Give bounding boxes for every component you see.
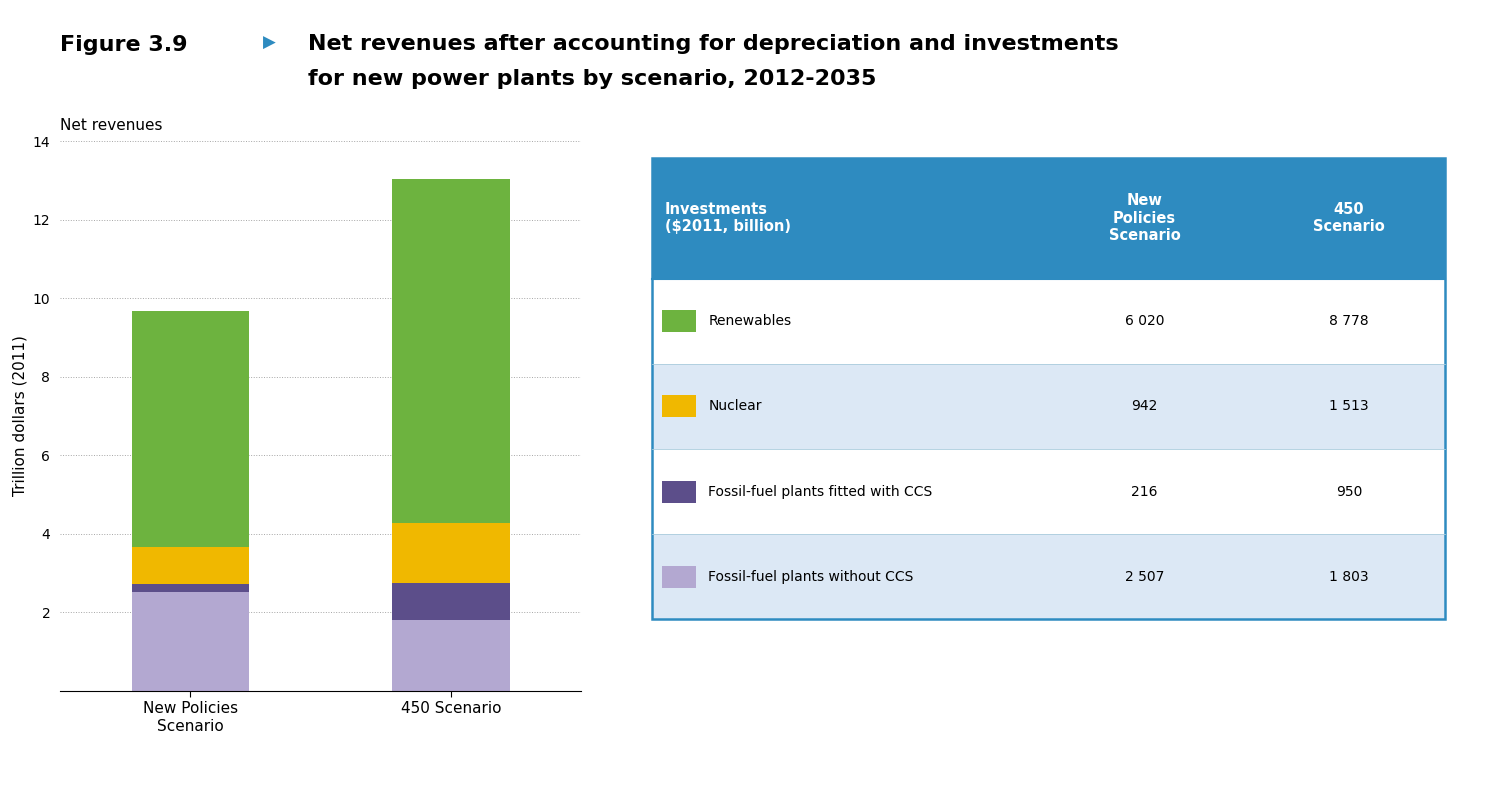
Text: 8 778: 8 778 xyxy=(1329,314,1370,328)
Text: 1 513: 1 513 xyxy=(1329,400,1370,414)
Text: Figure 3.9: Figure 3.9 xyxy=(60,35,188,55)
Text: 1 803: 1 803 xyxy=(1329,570,1370,584)
FancyBboxPatch shape xyxy=(663,566,696,588)
Bar xyxy=(393,524,510,582)
Text: 450
Scenario: 450 Scenario xyxy=(1312,202,1384,235)
FancyBboxPatch shape xyxy=(652,158,1444,279)
Text: 2 507: 2 507 xyxy=(1125,570,1164,584)
FancyBboxPatch shape xyxy=(663,480,696,502)
FancyBboxPatch shape xyxy=(663,396,696,418)
Bar xyxy=(132,584,249,593)
Bar xyxy=(393,179,510,524)
Text: Renewables: Renewables xyxy=(708,314,792,328)
FancyBboxPatch shape xyxy=(652,534,1444,619)
Text: Investments
($2011, billion): Investments ($2011, billion) xyxy=(664,202,790,235)
Y-axis label: Trillion dollars (2011): Trillion dollars (2011) xyxy=(12,336,27,496)
Bar xyxy=(132,547,249,584)
Text: ▶: ▶ xyxy=(262,34,276,52)
FancyBboxPatch shape xyxy=(652,364,1444,449)
Bar xyxy=(132,593,249,691)
Text: Fossil-fuel plants fitted with CCS: Fossil-fuel plants fitted with CCS xyxy=(708,484,933,498)
Text: Nuclear: Nuclear xyxy=(708,400,762,414)
Text: 942: 942 xyxy=(1131,400,1158,414)
Text: Fossil-fuel plants without CCS: Fossil-fuel plants without CCS xyxy=(708,570,914,584)
Text: Net revenues after accounting for depreciation and investments: Net revenues after accounting for deprec… xyxy=(308,34,1118,53)
Text: 950: 950 xyxy=(1336,484,1362,498)
Text: 216: 216 xyxy=(1131,484,1158,498)
Text: New
Policies
Scenario: New Policies Scenario xyxy=(1108,193,1180,243)
Text: 6 020: 6 020 xyxy=(1125,314,1164,328)
Text: for new power plants by scenario, 2012-2035: for new power plants by scenario, 2012-2… xyxy=(308,69,876,89)
Text: Net revenues: Net revenues xyxy=(60,119,162,133)
Bar xyxy=(393,582,510,620)
FancyBboxPatch shape xyxy=(663,310,696,332)
Bar xyxy=(132,311,249,547)
FancyBboxPatch shape xyxy=(652,279,1444,364)
FancyBboxPatch shape xyxy=(652,449,1444,534)
Bar xyxy=(393,620,510,691)
